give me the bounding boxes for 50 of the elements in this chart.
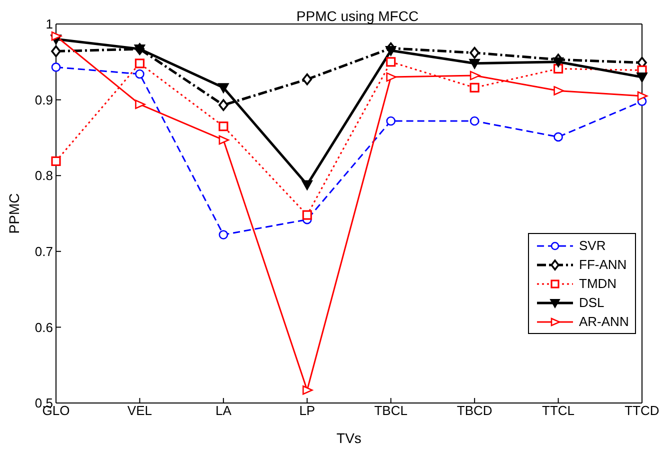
point xyxy=(469,58,480,69)
point xyxy=(51,45,61,58)
point xyxy=(218,230,228,240)
point xyxy=(302,73,312,86)
x-axis-title: TVs xyxy=(336,430,362,446)
point xyxy=(636,72,648,83)
point xyxy=(386,72,397,82)
x-tick-label: TBCD xyxy=(456,403,492,418)
point xyxy=(51,62,61,72)
point xyxy=(218,83,229,94)
point xyxy=(637,91,648,101)
x-tick-label: LA xyxy=(215,403,232,418)
y-axis-title: PPMC xyxy=(6,193,22,234)
point xyxy=(554,86,564,96)
legend-label: TMDN xyxy=(579,276,617,291)
x-tick-label: TBCL xyxy=(374,403,408,418)
x-tick-label: VEL xyxy=(127,403,152,418)
y-tick-label: 0.9 xyxy=(34,92,53,108)
point xyxy=(470,116,480,126)
legend-label: FF-ANN xyxy=(579,257,627,272)
point xyxy=(385,46,396,56)
legend-label: DSL xyxy=(579,295,604,310)
point xyxy=(218,99,228,112)
chart-title: PPMC using MFCC xyxy=(295,8,420,24)
point xyxy=(135,69,144,79)
point xyxy=(51,31,62,41)
point xyxy=(302,180,313,190)
point xyxy=(218,122,228,132)
point xyxy=(302,210,312,220)
point xyxy=(386,116,396,126)
point xyxy=(134,58,145,68)
x-tick-label: TTCL xyxy=(542,403,575,418)
y-tick-label: 0.7 xyxy=(34,244,53,260)
legend-label: SVR xyxy=(579,238,606,253)
legend-label: AR-ANN xyxy=(579,314,629,329)
point xyxy=(302,385,313,395)
point xyxy=(552,57,564,68)
y-tick-label: 0.6 xyxy=(34,320,53,335)
x-tick-label: LP xyxy=(299,403,316,418)
point xyxy=(218,135,230,145)
point xyxy=(470,46,480,59)
y-tick-label: 1 xyxy=(46,16,53,32)
point xyxy=(554,132,563,142)
point xyxy=(51,156,61,166)
point xyxy=(470,70,480,80)
point xyxy=(470,82,480,92)
x-tick-label: TTCD xyxy=(624,403,660,418)
point xyxy=(135,100,146,109)
y-tick-label: 0.8 xyxy=(34,168,53,184)
point xyxy=(386,57,396,67)
